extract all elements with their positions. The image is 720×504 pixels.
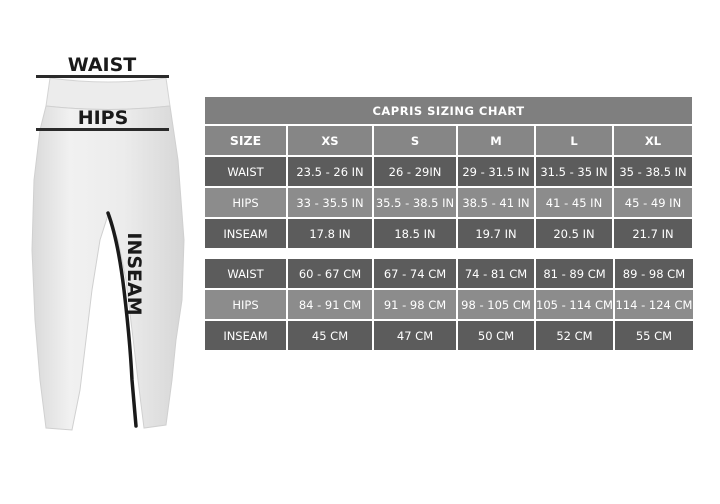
table-cell: 98 - 105 CM: [458, 290, 536, 321]
table-cell: 35.5 - 38.5 IN: [374, 188, 458, 219]
inseam-label: INSEAM: [123, 232, 145, 315]
table-cell: 74 - 81 CM: [458, 259, 536, 290]
table-cell: 50 CM: [458, 321, 536, 350]
table-row: WAIST 23.5 - 26 IN 26 - 29IN 29 - 31.5 I…: [205, 157, 692, 188]
hips-marker: [36, 128, 169, 131]
table-cell: 60 - 67 CM: [288, 259, 374, 290]
table-cell: 47 CM: [374, 321, 458, 350]
table-row: WAIST 60 - 67 CM 67 - 74 CM 74 - 81 CM 8…: [205, 259, 693, 290]
table-cell: 84 - 91 CM: [288, 290, 374, 321]
table-cell: 52 CM: [536, 321, 615, 350]
size-xl-header: XL: [614, 126, 692, 157]
table-cell: 17.8 IN: [288, 219, 374, 248]
size-m-header: M: [458, 126, 536, 157]
size-l-header: L: [536, 126, 614, 157]
waistband: [45, 77, 171, 110]
table-row: HIPS 84 - 91 CM 91 - 98 CM 98 - 105 CM 1…: [205, 290, 693, 321]
row-label-inseam: INSEAM: [205, 219, 288, 248]
table-cell: 20.5 IN: [536, 219, 614, 248]
row-label-waist: WAIST: [205, 259, 288, 290]
table-cell: 105 - 114 CM: [536, 290, 615, 321]
table-cell: 23.5 - 26 IN: [288, 157, 374, 188]
waist-label: WAIST: [68, 54, 137, 76]
table-cell: 45 - 49 IN: [614, 188, 692, 219]
row-label-waist: WAIST: [205, 157, 288, 188]
table-cell: 55 CM: [614, 321, 693, 350]
table-cell: 31.5 - 35 IN: [536, 157, 614, 188]
size-table-inches: CAPRIS SIZING CHART SIZE XS S M L XL WAI…: [205, 97, 692, 248]
waist-marker: [36, 75, 169, 78]
row-label-hips: HIPS: [205, 290, 288, 321]
capris-figure: WAIST HIPS INSEAM: [31, 54, 185, 431]
table-cell: 114 - 124 CM: [614, 290, 693, 321]
table-cell: 21.7 IN: [614, 219, 692, 248]
table-row: HIPS 33 - 35.5 IN 35.5 - 38.5 IN 38.5 - …: [205, 188, 692, 219]
table-cell: 67 - 74 CM: [374, 259, 458, 290]
table-cell: 38.5 - 41 IN: [458, 188, 536, 219]
size-s-header: S: [374, 126, 458, 157]
table-cell: 41 - 45 IN: [536, 188, 614, 219]
size-header: SIZE: [205, 126, 288, 157]
hips-label: HIPS: [78, 107, 129, 129]
table-row: INSEAM 45 CM 47 CM 50 CM 52 CM 55 CM: [205, 321, 693, 350]
table-cell: 45 CM: [288, 321, 374, 350]
row-label-hips: HIPS: [205, 188, 288, 219]
size-table-cm: WAIST 60 - 67 CM 67 - 74 CM 74 - 81 CM 8…: [205, 259, 693, 350]
table-cell: 89 - 98 CM: [614, 259, 693, 290]
table-cell: 19.7 IN: [458, 219, 536, 248]
table-row: INSEAM 17.8 IN 18.5 IN 19.7 IN 20.5 IN 2…: [205, 219, 692, 248]
table-cell: 33 - 35.5 IN: [288, 188, 374, 219]
table-cell: 35 - 38.5 IN: [614, 157, 692, 188]
table-cell: 26 - 29IN: [374, 157, 458, 188]
table-cell: 18.5 IN: [374, 219, 458, 248]
capris-body: [31, 105, 185, 431]
size-xs-header: XS: [288, 126, 374, 157]
table-cell: 91 - 98 CM: [374, 290, 458, 321]
inseam-line: [106, 211, 138, 428]
row-label-inseam: INSEAM: [205, 321, 288, 350]
table-cell: 29 - 31.5 IN: [458, 157, 536, 188]
chart-title: CAPRIS SIZING CHART: [205, 97, 692, 126]
table-cell: 81 - 89 CM: [536, 259, 615, 290]
